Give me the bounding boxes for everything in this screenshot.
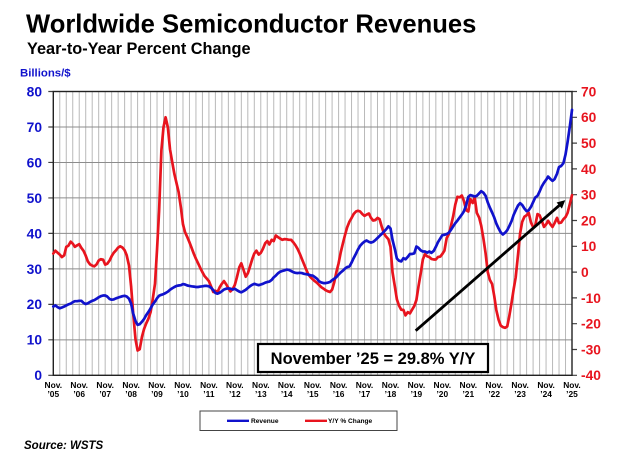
- svg-text:Nov.: Nov.: [511, 380, 529, 390]
- svg-text:’18: ’18: [385, 389, 397, 399]
- svg-text:November ’25 = 29.8% Y/Y: November ’25 = 29.8% Y/Y: [271, 350, 476, 368]
- svg-text:40: 40: [581, 162, 597, 177]
- svg-text:50: 50: [581, 136, 597, 151]
- svg-text:’21: ’21: [462, 389, 474, 399]
- svg-text:Nov.: Nov.: [304, 380, 322, 390]
- svg-text:’13: ’13: [255, 389, 267, 399]
- svg-text:Nov.: Nov.: [200, 380, 218, 390]
- svg-text:Nov.: Nov.: [382, 380, 400, 390]
- svg-text:-40: -40: [581, 368, 601, 383]
- svg-text:’05: ’05: [47, 389, 59, 399]
- svg-text:60: 60: [581, 110, 597, 125]
- svg-text:70: 70: [581, 84, 597, 99]
- svg-text:’16: ’16: [333, 389, 345, 399]
- svg-text:Nov.: Nov.: [563, 380, 581, 390]
- svg-text:’17: ’17: [359, 389, 371, 399]
- svg-text:20: 20: [581, 213, 597, 228]
- svg-text:’11: ’11: [203, 389, 215, 399]
- svg-text:Worldwide Semiconductor Revenu: Worldwide Semiconductor Revenues: [26, 11, 476, 39]
- svg-text:60: 60: [27, 155, 43, 170]
- svg-text:’25: ’25: [566, 389, 578, 399]
- svg-text:Nov.: Nov.: [330, 380, 348, 390]
- svg-text:Revenue: Revenue: [251, 418, 279, 425]
- svg-text:Year-to-Year Percent Change: Year-to-Year Percent Change: [27, 40, 251, 58]
- svg-text:Nov.: Nov.: [96, 380, 114, 390]
- svg-text:Nov.: Nov.: [356, 380, 374, 390]
- svg-text:10: 10: [27, 333, 43, 348]
- svg-text:70: 70: [27, 120, 43, 135]
- svg-text:Nov.: Nov.: [537, 380, 555, 390]
- svg-text:40: 40: [27, 226, 43, 241]
- svg-text:Nov.: Nov.: [174, 380, 192, 390]
- svg-text:Nov.: Nov.: [485, 380, 503, 390]
- svg-text:’07: ’07: [99, 389, 111, 399]
- svg-text:Nov.: Nov.: [278, 380, 296, 390]
- svg-text:30: 30: [27, 262, 43, 277]
- svg-text:0: 0: [581, 265, 589, 280]
- svg-text:80: 80: [27, 84, 43, 99]
- svg-text:Nov.: Nov.: [434, 380, 452, 390]
- svg-text:0: 0: [34, 368, 42, 383]
- svg-text:Nov.: Nov.: [45, 380, 63, 390]
- svg-text:Nov.: Nov.: [252, 380, 270, 390]
- svg-text:Nov.: Nov.: [226, 380, 244, 390]
- svg-text:-30: -30: [581, 342, 601, 357]
- svg-text:30: 30: [581, 188, 597, 203]
- svg-text:’15: ’15: [307, 389, 319, 399]
- svg-text:Nov.: Nov.: [70, 380, 88, 390]
- svg-text:’23: ’23: [514, 389, 526, 399]
- svg-text:Nov.: Nov.: [122, 380, 140, 390]
- svg-text:’19: ’19: [411, 389, 423, 399]
- svg-text:’22: ’22: [488, 389, 500, 399]
- svg-text:’24: ’24: [540, 389, 552, 399]
- svg-text:20: 20: [27, 297, 43, 312]
- svg-text:’20: ’20: [436, 389, 448, 399]
- svg-text:’06: ’06: [73, 389, 85, 399]
- svg-text:Billions/$: Billions/$: [20, 67, 71, 79]
- svg-text:’09: ’09: [151, 389, 163, 399]
- svg-text:’10: ’10: [177, 389, 189, 399]
- svg-text:10: 10: [581, 239, 597, 254]
- svg-text:’08: ’08: [125, 389, 137, 399]
- svg-text:Nov.: Nov.: [148, 380, 166, 390]
- svg-text:Source: WSTS: Source: WSTS: [24, 440, 104, 452]
- svg-text:Nov.: Nov.: [460, 380, 478, 390]
- svg-text:-20: -20: [581, 317, 601, 332]
- svg-text:Y/Y % Change: Y/Y % Change: [328, 418, 373, 425]
- svg-text:Nov.: Nov.: [408, 380, 426, 390]
- svg-text:-10: -10: [581, 291, 601, 306]
- svg-text:’14: ’14: [281, 389, 293, 399]
- svg-text:’12: ’12: [229, 389, 241, 399]
- svg-text:50: 50: [27, 191, 43, 206]
